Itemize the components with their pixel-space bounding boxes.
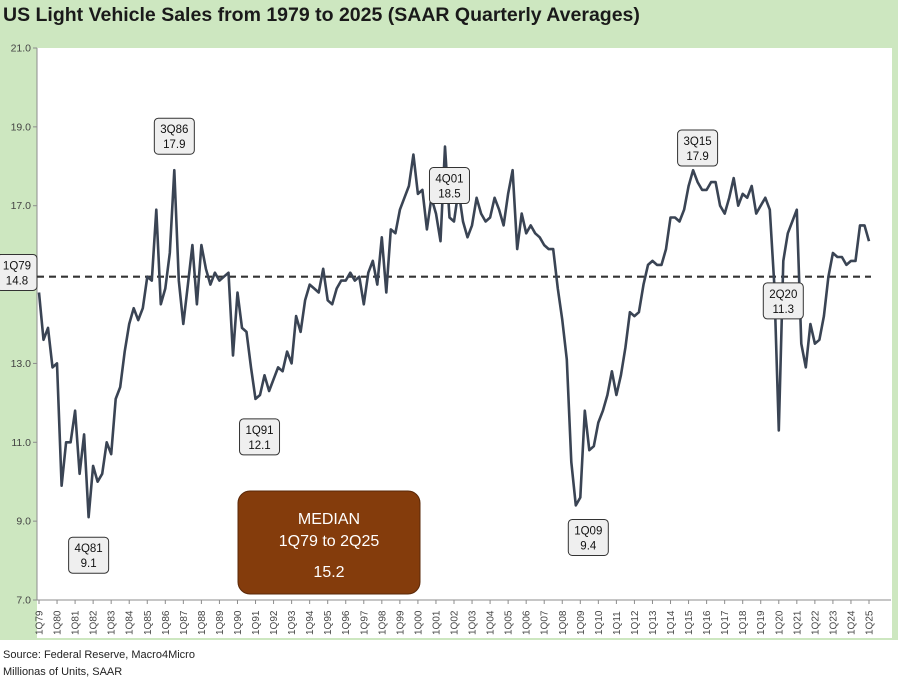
x-tick-label: 1Q06 <box>522 610 533 635</box>
series-layer <box>37 145 871 519</box>
annotation-callout: 1Q09 9.4 <box>567 518 609 556</box>
annotation-period: 1Q09 <box>574 525 602 537</box>
annotation-layer: 1Q79 14.8 4Q81 9.1 3Q86 17.9 1Q91 12.1 4Q01 18.5 1… <box>0 117 804 574</box>
y-tick-label: 19.0 <box>11 121 32 133</box>
x-tick-label: 1Q19 <box>756 610 767 635</box>
median-period: 1Q79 to 2Q25 <box>279 533 380 550</box>
annotation-period: 4Q01 <box>435 174 463 186</box>
x-tick-label: 1Q12 <box>630 610 641 635</box>
annotation-value: 17.9 <box>163 139 185 151</box>
annotation-box <box>567 518 609 556</box>
median-value: 15.2 <box>313 564 344 581</box>
x-tick-label: 1Q85 <box>143 610 154 635</box>
x-tick-label: 1Q88 <box>197 610 208 635</box>
x-tick-label: 1Q87 <box>179 610 190 635</box>
x-tick-label: 1Q93 <box>287 610 298 635</box>
y-tick-label: 7.0 <box>16 595 31 607</box>
annotation-period: 1Q91 <box>245 425 273 437</box>
annotation-callout: 4Q01 18.5 <box>428 167 470 205</box>
x-tick-label: 1Q07 <box>540 610 551 635</box>
x-tick-label: 1Q90 <box>233 610 244 635</box>
x-tick-label: 1Q97 <box>359 610 370 635</box>
annotation-box <box>0 253 38 291</box>
annotation-value: 11.3 <box>773 304 795 316</box>
x-tick-label: 1Q00 <box>413 610 424 635</box>
x-tick-label: 1Q25 <box>865 610 876 635</box>
x-tick-label: 1Q05 <box>504 610 515 635</box>
y-tick-label: 13.0 <box>11 358 32 370</box>
x-tick-label: 1Q83 <box>107 610 118 635</box>
annotation-value: 17.9 <box>686 151 708 163</box>
x-tick-label: 1Q23 <box>828 610 839 635</box>
median-layer: MEDIAN 1Q79 to 2Q25 15.2 <box>37 275 871 595</box>
series-line <box>37 145 871 519</box>
x-tick-label: 1Q95 <box>323 610 334 635</box>
annotation-callout: 1Q79 14.8 <box>0 253 38 291</box>
annotation-value: 18.5 <box>438 189 460 201</box>
x-tick-label: 1Q91 <box>251 610 262 635</box>
y-tick-label: 17.0 <box>11 200 32 212</box>
source-note: Source: Federal Reserve, Macro4Micro <box>3 649 195 661</box>
x-tick-label: 1Q14 <box>666 610 677 635</box>
x-tick-label: 1Q03 <box>468 610 479 635</box>
annotation-period: 1Q79 <box>3 260 31 272</box>
x-tick-label: 1Q13 <box>648 610 659 635</box>
x-tick-label: 1Q22 <box>810 610 821 635</box>
annotation-callout: 4Q81 9.1 <box>68 536 110 574</box>
x-tick-label: 1Q82 <box>89 610 100 635</box>
annotation-box <box>762 282 804 320</box>
annotation-callout: 2Q20 11.3 <box>762 282 804 320</box>
annotation-callout: 3Q86 17.9 <box>153 117 195 155</box>
x-tick-label: 1Q92 <box>269 610 280 635</box>
x-tick-label: 1Q84 <box>125 610 136 635</box>
annotation-period: 3Q86 <box>160 124 188 136</box>
annotation-period: 4Q81 <box>75 543 103 555</box>
x-tick-label: 1Q21 <box>792 610 803 635</box>
y-tick-label: 9.0 <box>16 516 31 528</box>
x-tick-label: 1Q89 <box>215 610 226 635</box>
chart-title: US Light Vehicle Sales from 1979 to 2025… <box>3 4 640 26</box>
x-tick-label: 1Q80 <box>53 610 64 635</box>
annotation-callout: 1Q91 12.1 <box>239 418 281 456</box>
annotation-box <box>677 129 719 167</box>
x-tick-label: 1Q96 <box>341 610 352 635</box>
median-label: MEDIAN <box>298 511 360 528</box>
x-tick-label: 1Q79 <box>35 610 46 635</box>
annotation-box <box>153 117 195 155</box>
x-tick-label: 1Q17 <box>720 610 731 635</box>
x-tick-label: 1Q18 <box>738 610 749 635</box>
annotation-value: 12.1 <box>248 440 270 452</box>
x-tick-label: 1Q98 <box>377 610 388 635</box>
x-tick-label: 1Q02 <box>450 610 461 635</box>
x-tick-label: 1Q86 <box>161 610 172 635</box>
x-tick-label: 1Q81 <box>71 610 82 635</box>
annotation-period: 2Q20 <box>769 289 797 301</box>
x-tick-label: 1Q04 <box>486 610 497 635</box>
x-tick-label: 1Q94 <box>305 610 316 635</box>
x-tick-label: 1Q10 <box>594 610 605 635</box>
annotation-value: 9.1 <box>81 558 97 570</box>
x-tick-label: 1Q15 <box>684 610 695 635</box>
axes: 7.09.011.013.015.017.019.021.01Q791Q801Q… <box>11 43 891 635</box>
x-tick-label: 1Q20 <box>774 610 785 635</box>
x-tick-label: 1Q16 <box>702 610 713 635</box>
annotation-box <box>68 536 110 574</box>
annotation-callout: 3Q15 17.9 <box>677 129 719 167</box>
annotation-value: 14.8 <box>6 275 28 287</box>
annotation-box <box>428 167 470 205</box>
annotation-period: 3Q15 <box>684 136 712 148</box>
x-tick-label: 1Q11 <box>612 611 623 635</box>
annotation-box <box>239 418 281 456</box>
x-tick-label: 1Q01 <box>431 610 442 635</box>
annotation-value: 9.4 <box>580 540 597 552</box>
x-tick-label: 1Q08 <box>558 610 569 635</box>
median-box <box>237 490 421 595</box>
x-tick-label: 1Q99 <box>395 610 406 635</box>
x-tick-label: 1Q09 <box>576 610 587 635</box>
y-tick-label: 11.0 <box>11 437 31 449</box>
y-tick-label: 21.0 <box>11 43 32 55</box>
x-tick-label: 1Q24 <box>846 610 857 635</box>
units-note: Millionas of Units, SAAR <box>3 666 123 678</box>
